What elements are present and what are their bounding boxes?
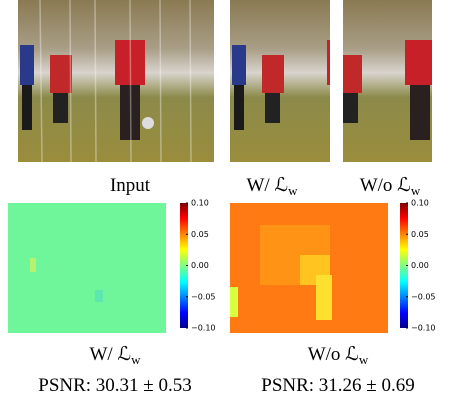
psnr: PSNR: 31.26 ± 0.69: [261, 375, 414, 396]
caption-sub: w: [359, 352, 369, 367]
tick-label: −0.05: [191, 292, 216, 301]
caption-text: Input: [110, 175, 151, 196]
caption-text: W/ ℒ: [89, 344, 131, 365]
tick-label: 0.05: [191, 230, 209, 239]
caption: W/ ℒw: [246, 175, 298, 198]
caption-text: W/o ℒ: [360, 175, 411, 196]
caption: W/ ℒw: [89, 344, 141, 367]
input-image: [18, 0, 214, 162]
tick-label: 0.10: [191, 199, 209, 208]
tick-label: 0.05: [411, 230, 429, 239]
error-map: [8, 203, 166, 333]
figure: InputW/ ℒwW/o ℒwW/ ℒwPSNR: 30.31 ± 0.53W…: [0, 0, 452, 401]
psnr: PSNR: 30.31 ± 0.53: [38, 375, 191, 396]
tick-label: 0.10: [411, 199, 429, 208]
caption: W/o ℒw: [308, 344, 369, 367]
error-map: [230, 203, 388, 333]
tick-label: 0.00: [411, 261, 429, 270]
caption-sub: w: [411, 183, 421, 198]
caption-text: W/o ℒ: [308, 344, 359, 365]
caption-sub: w: [131, 352, 141, 367]
caption: Input: [110, 175, 151, 196]
caption-sub: w: [288, 183, 298, 198]
tick-label: −0.10: [191, 324, 216, 333]
tick-label: 0.00: [191, 261, 209, 270]
tick-label: −0.05: [411, 292, 436, 301]
caption-text: W/ ℒ: [246, 175, 288, 196]
tick-label: −0.10: [411, 324, 436, 333]
caption: W/o ℒw: [360, 175, 421, 198]
result-image: [310, 0, 444, 162]
